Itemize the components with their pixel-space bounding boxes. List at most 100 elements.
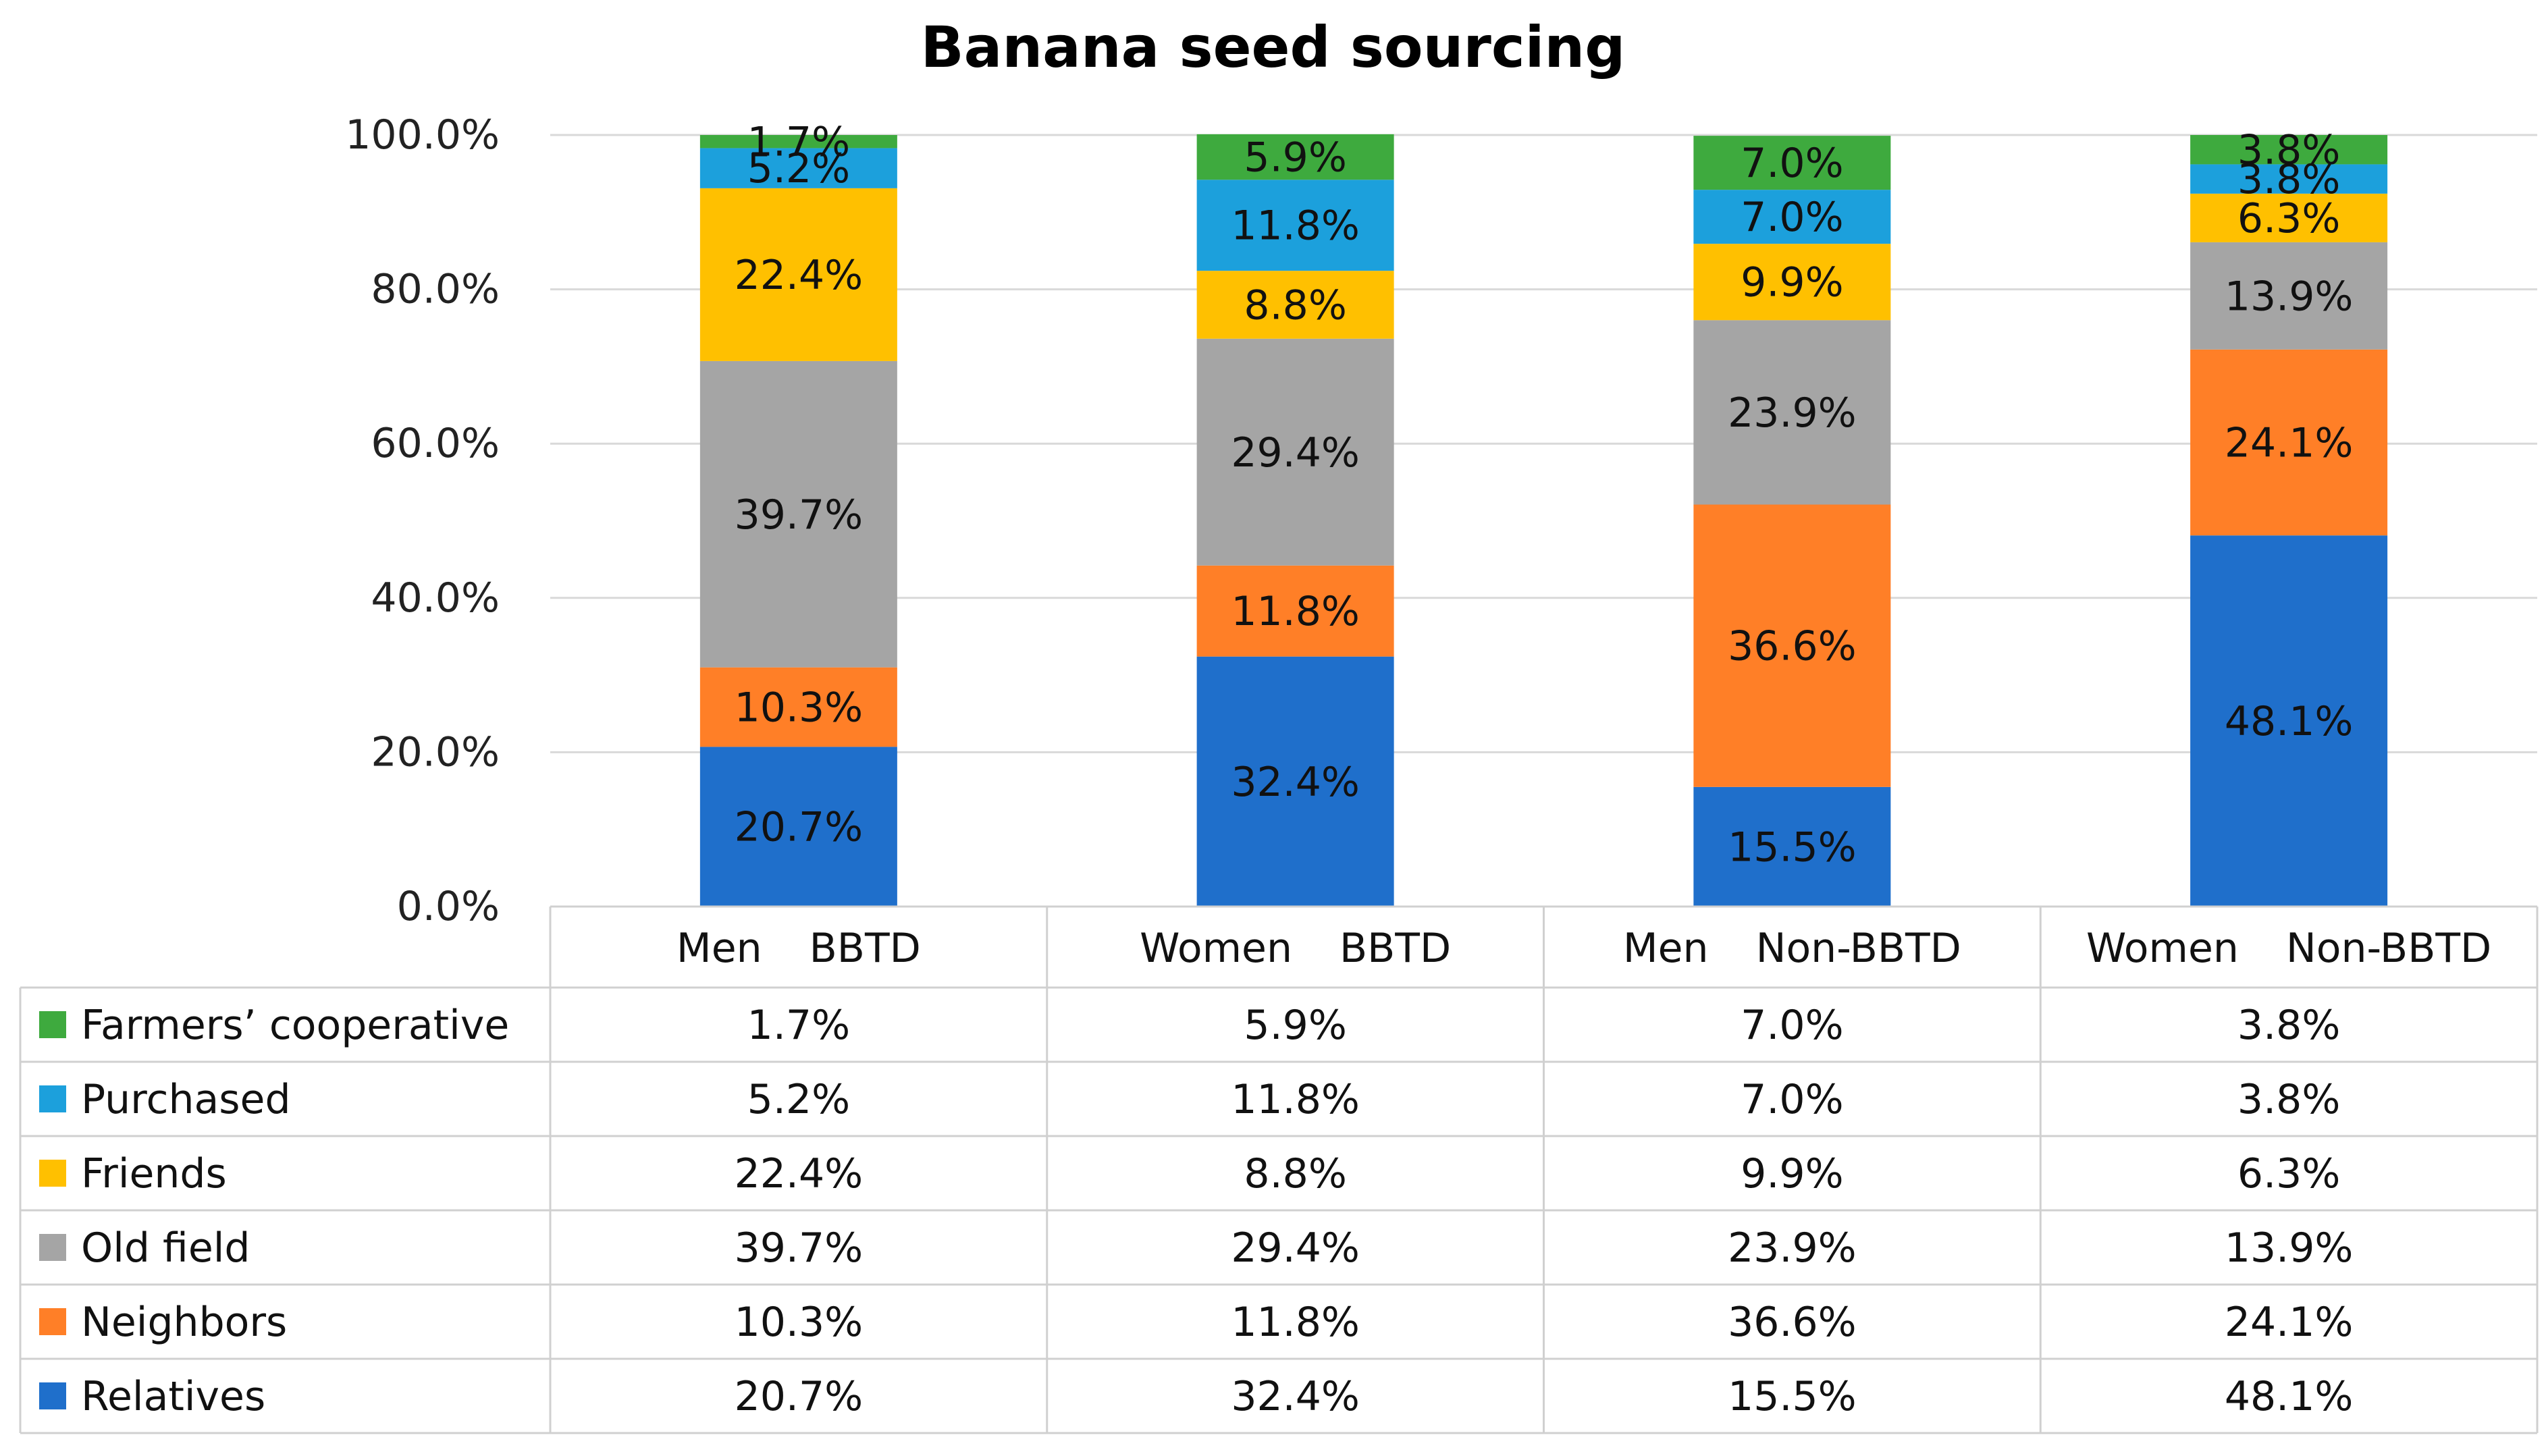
category-label: Women Non-BBTD (2086, 925, 2491, 972)
bar-segment (1196, 565, 1394, 657)
legend-swatch (39, 1234, 66, 1261)
y-tick-label: 100.0% (345, 111, 500, 159)
legend-swatch (39, 1011, 66, 1038)
table-cell: 48.1% (2225, 1373, 2354, 1420)
table-cell: 3.8% (2237, 1076, 2340, 1123)
bar-segment (1693, 504, 1891, 787)
table-cell: 15.5% (1728, 1373, 1857, 1420)
category-label: Men Non-BBTD (1623, 925, 1961, 972)
table-cell: 29.4% (1231, 1224, 1360, 1272)
table-cell: 7.0% (1741, 1076, 1843, 1123)
data-label: 22.4% (735, 252, 864, 299)
bar-labels: 20.7% 10.3% 39.7% 22.4% 5.2%1.7% 32.4% 11.8% 29… (735, 119, 2354, 871)
table-cell: 11.8% (1231, 1299, 1360, 1346)
table-cell: 7.0% (1741, 1002, 1843, 1049)
legend-swatch (39, 1382, 66, 1409)
data-label: 39.7% (735, 491, 864, 539)
bar-segment (2190, 349, 2388, 536)
table-cell: 36.6% (1728, 1299, 1857, 1346)
table-cell: 32.4% (1231, 1373, 1360, 1420)
table-cell: 5.9% (1244, 1002, 1346, 1049)
data-label: 23.9% (1728, 389, 1857, 437)
table-cell: 1.7% (747, 1002, 850, 1049)
table-cell: 39.7% (735, 1224, 864, 1272)
bar-segment (2190, 242, 2388, 350)
table-cell: 6.3% (2237, 1150, 2340, 1197)
data-label: 24.1% (2225, 419, 2354, 466)
bar-segment (1693, 786, 1891, 907)
table-cell: 20.7% (735, 1373, 864, 1420)
category-label: Women BBTD (1140, 925, 1451, 972)
data-label: 11.8% (1231, 588, 1360, 635)
legend-label: Farmers’ cooperative (81, 1002, 509, 1049)
legend-label: Old field (81, 1224, 250, 1272)
bar-segment (1196, 180, 1394, 271)
data-label: 13.9% (2225, 273, 2354, 320)
bar-segment (699, 747, 897, 907)
data-label: 10.3% (735, 684, 864, 732)
bar-segment (2190, 135, 2388, 165)
y-tick-label: 20.0% (371, 728, 500, 776)
data-table: Men BBTD Women BBTD Men Non-BBTD Women Non-BBTD… (19, 905, 2539, 1434)
legend-label: Neighbors (81, 1299, 287, 1346)
data-label: 5.2% (747, 145, 850, 192)
data-label: 29.4% (1231, 429, 1360, 477)
table-cell: 22.4% (735, 1150, 864, 1197)
category-label: Men BBTD (677, 925, 921, 972)
y-axis: 0.0% 20.0% 40.0% 60.0% 80.0% 100.0% (345, 111, 500, 930)
legend-swatch (39, 1085, 66, 1112)
bar-segment (1196, 338, 1394, 566)
data-label: 15.5% (1728, 824, 1857, 871)
y-tick-label: 40.0% (371, 574, 500, 622)
bars (699, 134, 2388, 907)
bar-segment (1693, 244, 1891, 321)
data-label: 32.4% (1231, 759, 1360, 806)
table-cell: 5.2% (747, 1076, 850, 1123)
bar-segment (1693, 136, 1891, 190)
data-label: 20.7% (735, 804, 864, 851)
data-label: 3.8% (2237, 127, 2340, 174)
y-tick-label: 0.0% (397, 883, 500, 930)
bar-segment (1693, 320, 1891, 505)
data-label: 8.8% (1244, 281, 1346, 329)
table-cell: 8.8% (1244, 1150, 1346, 1197)
bar-segment (2190, 193, 2388, 242)
table-cell: 11.8% (1231, 1076, 1360, 1123)
data-label: 7.0% (1741, 140, 1843, 187)
bar-segment (699, 360, 897, 668)
data-label: 5.9% (1244, 134, 1346, 182)
data-label: 3.8% (2237, 156, 2340, 203)
chart-title: Banana seed sourcing (920, 14, 1626, 80)
bar-segment (1196, 134, 1394, 180)
legend-label: Friends (81, 1150, 227, 1197)
data-label: 1.7% (747, 119, 850, 166)
table-cell: 10.3% (735, 1299, 864, 1346)
legend-label: Purchased (81, 1076, 291, 1123)
legend-swatch (39, 1308, 66, 1335)
y-tick-label: 60.0% (371, 420, 500, 467)
bar-segment (699, 188, 897, 361)
data-label: 6.3% (2237, 195, 2340, 242)
bar-segment (1196, 271, 1394, 339)
legend-swatch (39, 1160, 66, 1187)
table-cell: 3.8% (2237, 1002, 2340, 1049)
data-label: 48.1% (2225, 698, 2354, 745)
table-cell: 13.9% (2225, 1224, 2354, 1272)
bar-segment (2190, 164, 2388, 194)
bar-segment (699, 148, 897, 188)
bar-segment (1693, 190, 1891, 244)
bar-segment (1196, 656, 1394, 907)
table-cell: 9.9% (1741, 1150, 1843, 1197)
y-tick-label: 80.0% (371, 266, 500, 313)
legend-label: Relatives (81, 1373, 265, 1420)
data-label: 11.8% (1231, 203, 1360, 250)
data-label: 36.6% (1728, 623, 1857, 670)
data-label: 9.9% (1741, 259, 1843, 306)
table-cell: 24.1% (2225, 1299, 2354, 1346)
bar-segment (699, 135, 897, 149)
data-label: 7.0% (1741, 194, 1843, 241)
table-cell: 23.9% (1728, 1224, 1857, 1272)
bar-segment (2190, 535, 2388, 907)
bar-segment (699, 667, 897, 747)
